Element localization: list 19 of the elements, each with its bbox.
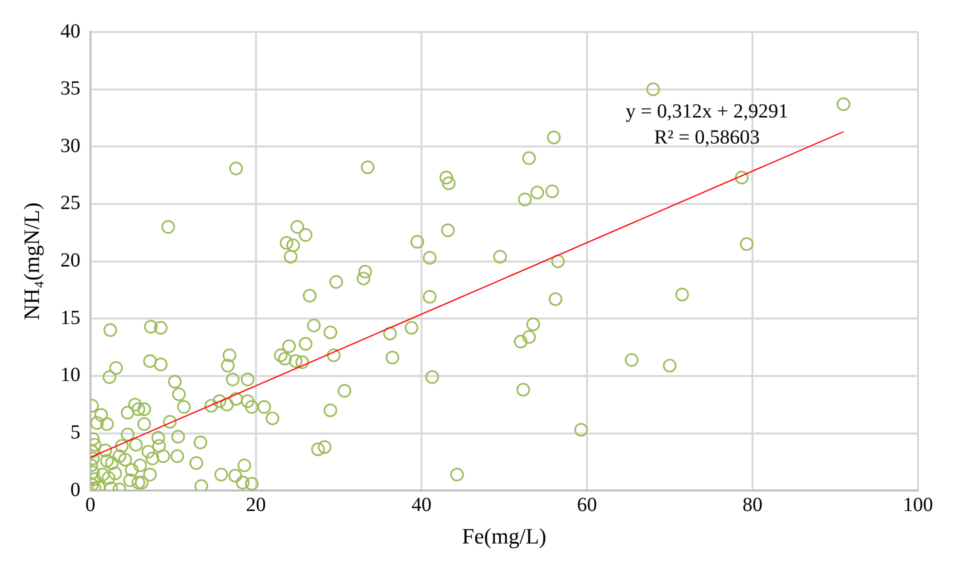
y-tick-label: 25 bbox=[60, 192, 80, 214]
y-tick-label: 35 bbox=[60, 78, 80, 100]
y-tick-label: 5 bbox=[70, 422, 80, 444]
x-tick-label: 20 bbox=[246, 494, 266, 516]
y-tick-label: 15 bbox=[60, 306, 80, 329]
x-tick-label: 60 bbox=[576, 494, 597, 516]
x-tick-label: 100 bbox=[903, 494, 933, 516]
annotation: y = 0,312x + 2,9291 bbox=[626, 100, 788, 122]
y-tick-label: 0 bbox=[70, 478, 80, 501]
x-tick-label: 80 bbox=[742, 494, 762, 516]
y-tick-label: 30 bbox=[60, 134, 80, 157]
y-axis-title: NH₄(mgN/L) bbox=[18, 202, 44, 320]
annotation: R² = 0,58603 bbox=[654, 126, 760, 148]
x-axis-title: Fe(mg/L) bbox=[462, 524, 546, 549]
x-tick-label: 40 bbox=[411, 494, 432, 516]
x-tick-label: 0 bbox=[85, 494, 96, 516]
y-tick-label: 10 bbox=[60, 364, 80, 386]
y-tick-label: 20 bbox=[60, 250, 80, 272]
y-tick-label: 40 bbox=[60, 20, 80, 42]
